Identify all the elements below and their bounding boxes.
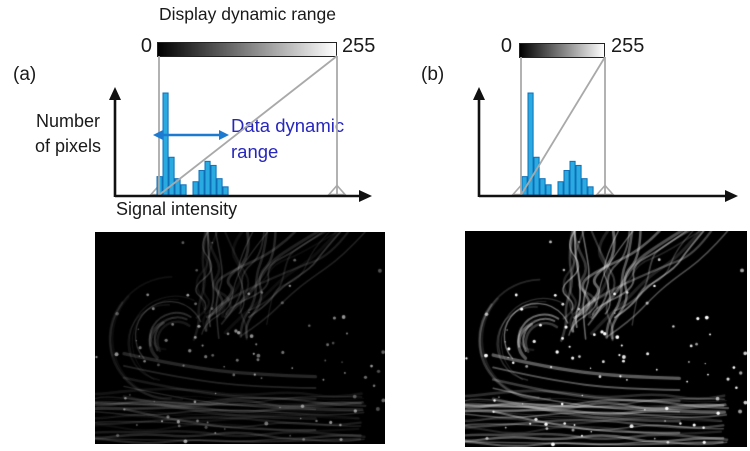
histogram-bar bbox=[563, 170, 570, 196]
histogram-bar bbox=[198, 170, 205, 196]
gradient-a-max-label: 255 bbox=[342, 35, 376, 57]
histogram-bar bbox=[539, 178, 546, 196]
histogram-b bbox=[521, 92, 594, 196]
histogram-bar bbox=[587, 186, 594, 196]
x-axis-arrowhead bbox=[725, 190, 738, 202]
data-dynamic-range-annotation: Data dynamic range bbox=[231, 113, 344, 165]
mapping-diagonal bbox=[520, 56, 606, 196]
arrow-right-head bbox=[219, 130, 229, 140]
histogram-a bbox=[156, 92, 229, 196]
histogram-bar bbox=[180, 184, 187, 196]
histogram-bar bbox=[222, 186, 229, 196]
axes-a bbox=[109, 87, 372, 202]
histogram-bar bbox=[192, 181, 199, 196]
arrow-left-head bbox=[153, 130, 163, 140]
histogram-bar bbox=[168, 156, 175, 196]
mapping-lines-b bbox=[520, 56, 606, 196]
annotation-line2: range bbox=[231, 141, 279, 162]
x-axis-label: Signal intensity bbox=[116, 199, 238, 219]
axes-b bbox=[473, 87, 738, 202]
gradient-a-min-label: 0 bbox=[140, 35, 152, 57]
panel-a-label: (a) bbox=[13, 64, 37, 85]
x-axis-arrowhead bbox=[359, 190, 372, 202]
histogram-bar bbox=[557, 181, 564, 196]
histogram-bar bbox=[216, 178, 223, 196]
data-range-arrow bbox=[153, 130, 229, 140]
gradient-b-max-label: 255 bbox=[611, 35, 645, 57]
micrograph-low-contrast bbox=[95, 232, 385, 444]
histogram-bar bbox=[210, 164, 217, 196]
gradient-b-min-label: 0 bbox=[500, 35, 512, 57]
micrograph-high-contrast bbox=[465, 231, 747, 447]
mapping-diagonal bbox=[158, 55, 338, 196]
y-axis-arrowhead bbox=[473, 87, 485, 100]
y-axis-label: Number of pixels bbox=[20, 109, 116, 159]
display-range-gradient-b bbox=[519, 43, 605, 58]
histogram-bar bbox=[581, 178, 588, 196]
y-axis-label-line2: of pixels bbox=[34, 136, 102, 156]
display-range-gradient-a bbox=[157, 42, 337, 57]
histogram-bar bbox=[204, 160, 211, 196]
display-dynamic-range-title: Display dynamic range bbox=[158, 4, 337, 24]
histogram-bar bbox=[569, 160, 576, 196]
histogram-bar bbox=[533, 156, 540, 196]
annotation-line1: Data dynamic bbox=[231, 115, 345, 136]
histogram-bar bbox=[162, 92, 169, 196]
y-axis-arrowhead bbox=[109, 87, 121, 100]
y-axis-label-line1: Number bbox=[35, 111, 101, 131]
histogram-bar bbox=[545, 184, 552, 196]
panel-b-label: (b) bbox=[421, 64, 445, 85]
mapping-lines-a bbox=[158, 55, 338, 196]
histogram-bar bbox=[575, 164, 582, 196]
